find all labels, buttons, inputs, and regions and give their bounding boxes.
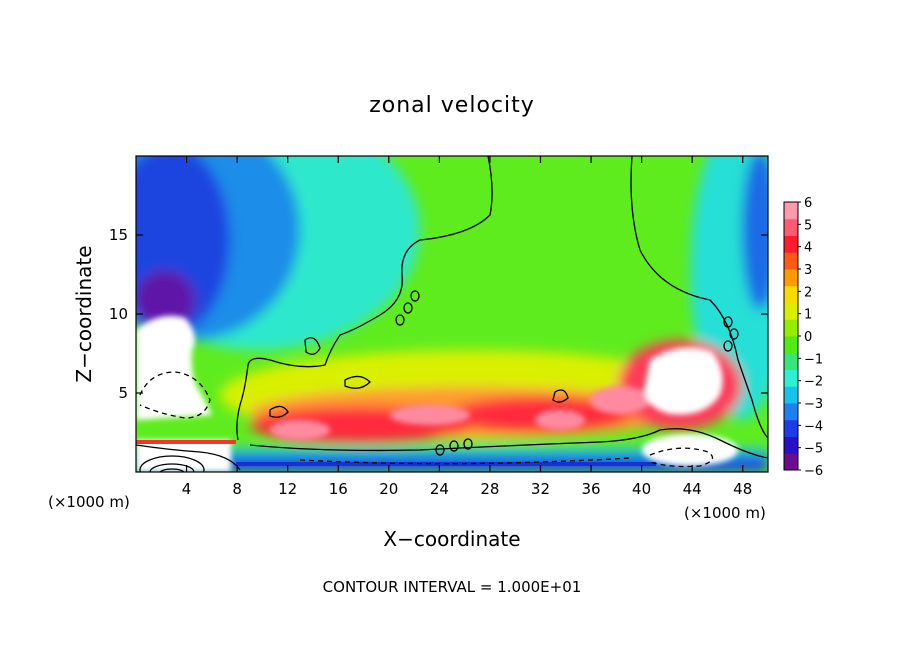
colorbar-label: 2 <box>804 285 812 300</box>
field-white-right-core <box>644 347 723 415</box>
contour-small-e <box>449 440 459 452</box>
contour-band-low <box>249 428 768 459</box>
colorbar-swatch <box>784 202 798 220</box>
y-axis-title: Z−coordinate <box>72 245 96 382</box>
field-surface-red <box>136 440 236 444</box>
y-tick-label: 5 <box>118 384 128 402</box>
contour-dashed-surface <box>299 457 631 465</box>
contour-zero-left <box>236 156 493 441</box>
x-tick-label: 44 <box>683 480 702 498</box>
x-unit-left: (×1000 m) <box>48 493 130 511</box>
contour-small-d <box>435 444 445 456</box>
contour-small-c <box>410 290 420 302</box>
colorbar-label: 0 <box>804 330 812 345</box>
colorbar-label: −5 <box>804 442 823 457</box>
y-axis: 5 10 15 <box>109 226 768 402</box>
contour-ring-1 <box>139 455 205 472</box>
colorbar-swatch <box>784 252 798 270</box>
field-white-lowerleft <box>136 440 231 472</box>
field-purple <box>136 270 195 330</box>
contour-lobe-1 <box>304 337 321 355</box>
colorbar-swatch <box>784 336 798 354</box>
contour-zero-right <box>630 156 768 439</box>
contour-ring-3 <box>159 468 185 472</box>
contour-dashed-left <box>139 371 211 419</box>
colorbar-label: −3 <box>804 397 823 412</box>
field-pink-1 <box>270 420 330 440</box>
x-tick-label: 16 <box>329 480 348 498</box>
contour-lobe-3 <box>269 405 289 418</box>
colorbar-swatch <box>784 403 798 421</box>
colorbar-swatch <box>784 285 798 303</box>
contour-small-b <box>403 302 413 314</box>
colorbar-swatch <box>784 386 798 404</box>
heatmap-field <box>136 156 768 472</box>
colorbar-label: 4 <box>804 241 812 256</box>
colorbar-label: 3 <box>804 263 812 278</box>
y-tick-label: 10 <box>109 305 128 323</box>
field-white-surface <box>642 434 738 466</box>
contour-dashed-right <box>649 447 714 468</box>
x-tick-label: 28 <box>480 480 499 498</box>
contour-surface-left <box>136 444 241 471</box>
x-tick-label: 8 <box>232 480 242 498</box>
x-tick-label: 12 <box>278 480 297 498</box>
contour-interval-label: CONTOUR INTERVAL = 1.000E+01 <box>323 578 582 596</box>
colorbar-label: −2 <box>804 375 823 390</box>
contour-ring-2 <box>149 463 195 472</box>
contour-small-g <box>723 340 733 352</box>
x-tick-label: 32 <box>531 480 550 498</box>
x-axis-title: X−coordinate <box>383 527 520 551</box>
colorbar-label: −6 <box>804 464 823 479</box>
colorbar-label: −4 <box>804 419 823 434</box>
field-pink-3 <box>535 410 585 430</box>
contour-lobe-4 <box>552 389 569 403</box>
colorbar: 6 5 4 3 2 1 0 −1 −2 −3 −4 −5 −6 <box>783 196 823 479</box>
colorbar-label: 5 <box>804 218 812 233</box>
colorbar-label: −1 <box>804 352 823 367</box>
x-tick-label: 20 <box>379 480 398 498</box>
contour-small-a <box>395 314 405 326</box>
contour-small-h <box>729 328 739 340</box>
colorbar-swatch <box>784 453 798 471</box>
contour-lobe-2 <box>344 375 371 389</box>
contour-small-i <box>723 316 733 328</box>
x-unit-right: (×1000 m) <box>684 504 766 522</box>
x-tick-label: 36 <box>581 480 600 498</box>
y-tick-label: 15 <box>109 226 128 244</box>
colorbar-label: 1 <box>804 308 812 323</box>
x-axis: 4 8 12 16 20 24 28 32 36 40 44 48 <box>182 156 752 498</box>
colorbar-swatch <box>784 269 798 287</box>
field-white-left-jet <box>136 315 212 420</box>
colorbar-swatch <box>784 419 798 437</box>
x-tick-label: 48 <box>733 480 752 498</box>
field-pink-4 <box>590 386 650 414</box>
colorbar-swatch <box>784 235 798 253</box>
colorbar-swatch <box>784 319 798 337</box>
colorbar-swatch <box>784 302 798 320</box>
colorbar-label: 6 <box>804 196 812 211</box>
x-tick-label: 40 <box>632 480 651 498</box>
x-tick-label: 4 <box>182 480 192 498</box>
contour-lines <box>136 156 768 472</box>
colorbar-swatch <box>784 369 798 387</box>
colorbar-swatch <box>784 352 798 370</box>
colorbar-swatch <box>784 436 798 454</box>
x-tick-label: 24 <box>430 480 449 498</box>
field-pink-2 <box>390 405 470 425</box>
field-blue-right <box>742 156 768 310</box>
colorbar-swatch <box>784 218 798 236</box>
contour-small-f <box>463 438 473 450</box>
chart-title: zonal velocity <box>369 93 535 118</box>
